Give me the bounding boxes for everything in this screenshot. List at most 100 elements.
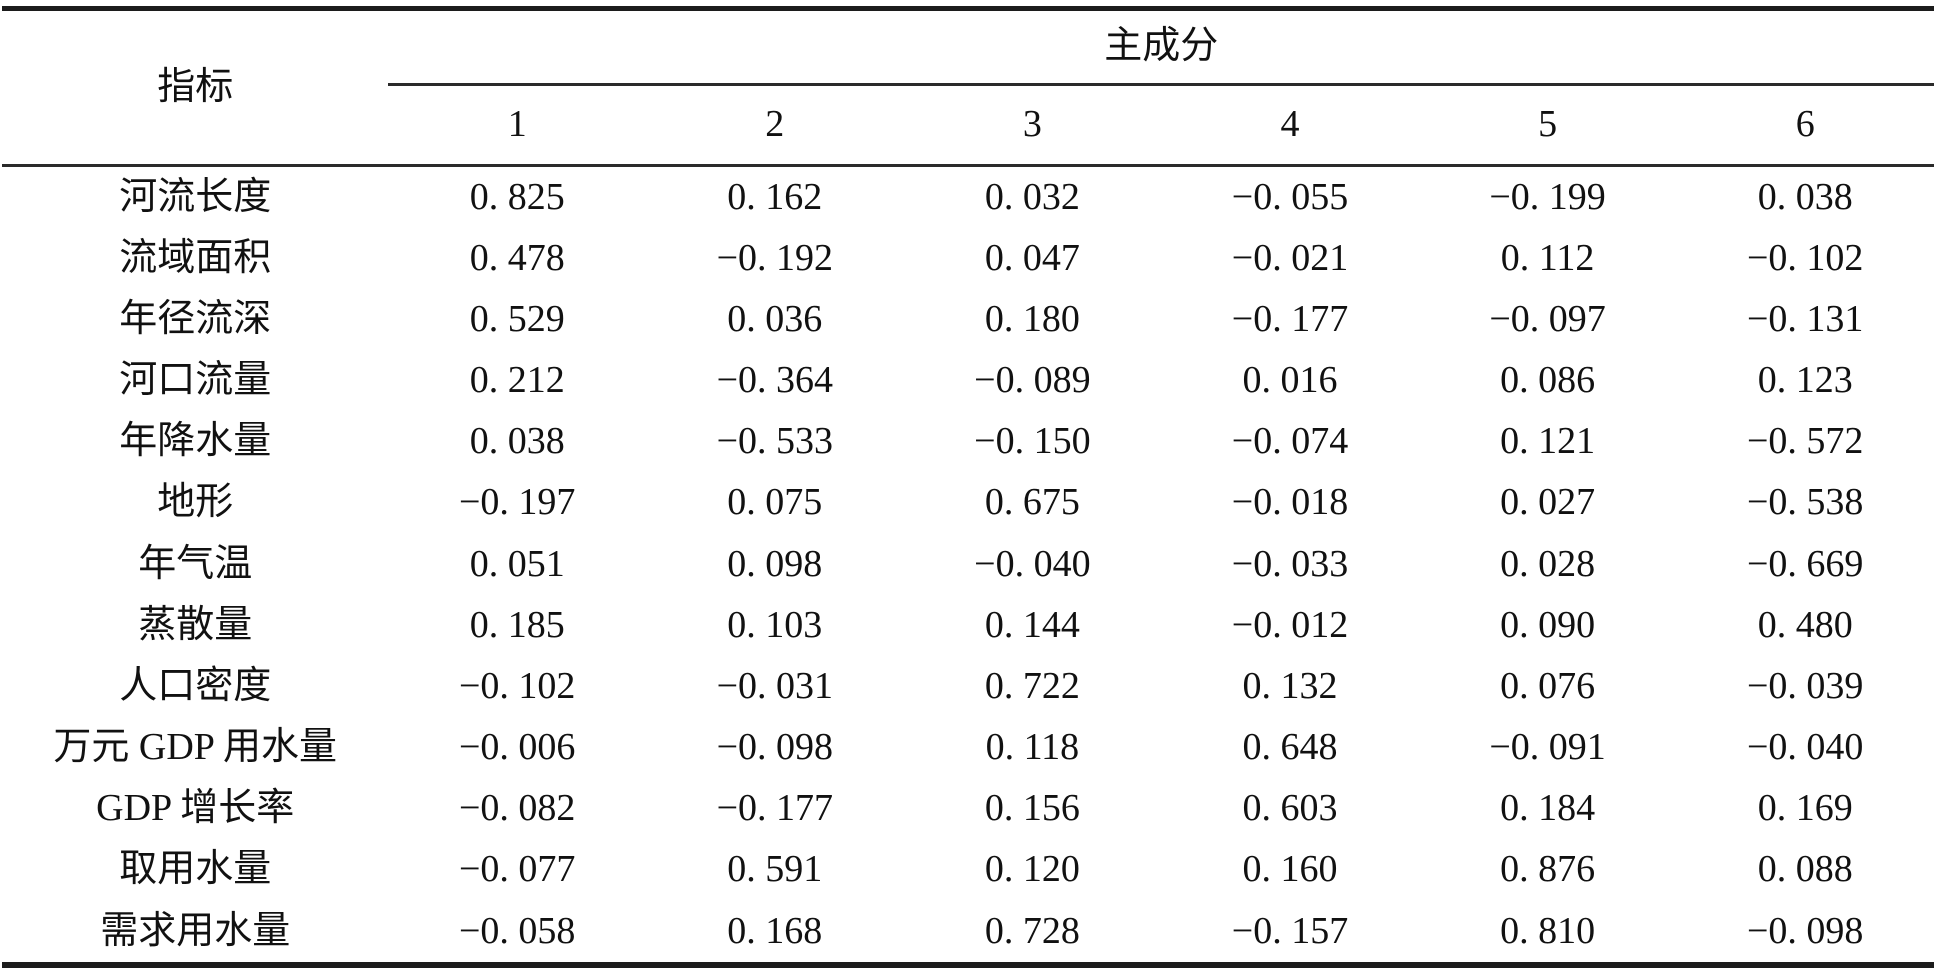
loading-value-cell: −0. 131 xyxy=(1746,298,1864,341)
loading-value-cell: −0. 177 xyxy=(1231,298,1349,341)
loading-value-cell: 0. 038 xyxy=(1757,175,1853,218)
table-row: GDP 增长率 −0. 082 −0. 177 0. 156 0. 603 0. 184 0… xyxy=(2,778,1934,839)
component-2-header: 2 xyxy=(646,84,904,167)
loading-value-cell: −0. 150 xyxy=(974,420,1091,463)
loading-value-cell: −0. 082 xyxy=(458,787,576,830)
loading-value-cell: −0. 039 xyxy=(1746,664,1864,707)
loading-value-cell: −0. 102 xyxy=(1746,236,1864,279)
table-row: 需求用水量 −0. 058 0. 168 0. 728 −0. 157 0. 810 −0.… xyxy=(2,901,1934,965)
loading-value-cell: 0. 156 xyxy=(984,787,1080,830)
loading-value-cell: −0. 040 xyxy=(1746,726,1864,768)
loading-value-cell: −0. 177 xyxy=(716,787,834,830)
loading-value-cell: −0. 058 xyxy=(458,909,576,952)
loading-value-cell: −0. 012 xyxy=(1231,603,1349,646)
loading-value-cell: −0. 098 xyxy=(1746,909,1864,952)
loading-value-cell: 0. 162 xyxy=(727,175,823,218)
loading-value-cell: 0. 038 xyxy=(469,420,565,463)
loading-value-cell: −0. 572 xyxy=(1746,420,1864,463)
loading-value-cell: 0. 016 xyxy=(1242,359,1338,402)
principal-component-group-header: 主成分 xyxy=(388,8,1934,86)
loading-value-cell: 0. 480 xyxy=(1757,603,1853,646)
indicator-row-label: 年气温 xyxy=(138,542,253,585)
loading-value-cell: 0. 603 xyxy=(1242,787,1338,830)
table-row: 河口流量 0. 212 −0. 364 −0. 089 0. 016 0. 086 0. 1… xyxy=(2,350,1934,411)
loading-value-cell: 0. 047 xyxy=(984,236,1080,279)
table-row: 流域面积 0. 478 −0. 192 0. 047 −0. 021 0. 112 −0. … xyxy=(2,228,1934,289)
loading-value-cell: 0. 160 xyxy=(1242,848,1338,891)
loading-value-cell: 0. 121 xyxy=(1500,420,1596,463)
table-row: 取用水量 −0. 077 0. 591 0. 120 0. 160 0. 876 0. 08… xyxy=(2,840,1934,901)
indicator-row-label: 地形 xyxy=(157,481,234,524)
loading-value-cell: −0. 074 xyxy=(1231,420,1349,463)
loading-value-cell: 0. 180 xyxy=(984,298,1080,341)
loading-value-cell: −0. 091 xyxy=(1489,726,1606,768)
component-5-header: 5 xyxy=(1418,84,1677,167)
loading-value-cell: −0. 157 xyxy=(1231,909,1349,952)
indicator-column-header: 指标 xyxy=(2,8,389,167)
loading-value-cell: −0. 192 xyxy=(716,236,834,279)
loading-value-cell: 0. 675 xyxy=(984,481,1080,524)
loading-value-cell: 0. 184 xyxy=(1500,787,1596,830)
loading-value-cell: 0. 825 xyxy=(469,175,565,218)
loading-value-cell: −0. 033 xyxy=(1231,542,1349,585)
loading-value-cell: 0. 075 xyxy=(727,481,823,524)
loading-value-cell: −0. 040 xyxy=(974,542,1091,585)
table-row: 年降水量 0. 038 −0. 533 −0. 150 −0. 074 0. 121 −0.… xyxy=(2,412,1934,473)
loading-value-cell: −0. 102 xyxy=(458,664,576,707)
group-header-row: 指标 主成分 xyxy=(2,8,1934,167)
loading-value-cell: 0. 112 xyxy=(1500,236,1595,279)
loading-value-cell: −0. 077 xyxy=(458,848,576,891)
loading-value-cell: 0. 144 xyxy=(984,603,1080,646)
loading-value-cell: 0. 036 xyxy=(727,298,823,341)
loading-value-cell: −0. 055 xyxy=(1231,175,1349,218)
indicator-row-label: 取用水量 xyxy=(119,848,272,891)
loading-value-cell: 0. 728 xyxy=(984,909,1080,952)
component-3-header: 3 xyxy=(903,84,1162,167)
loading-value-cell: −0. 018 xyxy=(1231,481,1349,524)
loading-value-cell: 0. 722 xyxy=(984,664,1080,707)
loading-value-cell: 0. 123 xyxy=(1757,359,1853,402)
table-row: 年气温 0. 051 0. 098 −0. 040 −0. 033 0. 028 −0. 6… xyxy=(2,534,1934,595)
loading-value-cell: 0. 051 xyxy=(469,542,565,585)
indicator-row-label: 年径流深 xyxy=(119,298,272,341)
loading-value-cell: 0. 169 xyxy=(1757,787,1853,830)
loading-value-cell: −0. 089 xyxy=(974,359,1091,402)
loading-value-cell: 0. 118 xyxy=(985,726,1080,768)
indicator-row-label: GDP 增长率 xyxy=(96,787,295,830)
component-6-header: 6 xyxy=(1676,84,1934,167)
component-1-header: 1 xyxy=(388,84,646,167)
table-row: 地形 −0. 197 0. 075 0. 675 −0. 018 0. 027 −0. 53… xyxy=(2,473,1934,534)
indicator-row-label: 需求用水量 xyxy=(100,909,291,952)
loading-value-cell: 0. 168 xyxy=(727,909,823,952)
indicator-row-label: 万元 GDP 用水量 xyxy=(53,726,337,768)
loading-value-cell: −0. 197 xyxy=(458,481,576,524)
loading-value-cell: −0. 031 xyxy=(716,664,834,707)
loading-value-cell: −0. 364 xyxy=(716,359,834,402)
table-row: 年径流深 0. 529 0. 036 0. 180 −0. 177 −0. 097 −0. … xyxy=(2,289,1934,350)
component-4-header: 4 xyxy=(1161,84,1419,167)
loading-value-cell: −0. 021 xyxy=(1231,236,1349,279)
table-row: 人口密度 −0. 102 −0. 031 0. 722 0. 132 0. 076 −0. … xyxy=(2,656,1934,717)
loading-value-cell: 0. 028 xyxy=(1500,542,1596,585)
loading-value-cell: 0. 212 xyxy=(469,359,565,402)
loading-value-cell: 0. 098 xyxy=(727,542,823,585)
indicator-row-label: 河口流量 xyxy=(119,359,272,402)
indicator-row-label: 年降水量 xyxy=(119,420,272,463)
indicator-row-label: 流域面积 xyxy=(119,236,272,279)
loading-value-cell: 0. 103 xyxy=(727,603,823,646)
indicator-row-label: 蒸散量 xyxy=(138,603,253,646)
principal-components-loadings-table: 指标 主成分 1 2 3 4 5 6 河流长度 0. 825 0. 162 0. 03… xyxy=(2,6,1934,968)
loading-value-cell: 0. 185 xyxy=(469,603,565,646)
loading-value-cell: 0. 478 xyxy=(469,236,565,279)
loading-value-cell: 0. 088 xyxy=(1757,848,1853,891)
table-header: 指标 主成分 1 2 3 4 5 6 xyxy=(2,8,1934,167)
loading-value-cell: 0. 810 xyxy=(1500,909,1596,952)
loading-value-cell: 0. 876 xyxy=(1500,848,1596,891)
loading-value-cell: −0. 669 xyxy=(1746,542,1864,585)
table-row: 河流长度 0. 825 0. 162 0. 032 −0. 055 −0. 199 0. 0… xyxy=(2,166,1934,229)
loading-value-cell: 0. 529 xyxy=(469,298,565,341)
loading-value-cell: 0. 591 xyxy=(727,848,823,891)
table-row: 蒸散量 0. 185 0. 103 0. 144 −0. 012 0. 090 0. 480 xyxy=(2,595,1934,656)
loading-value-cell: 0. 120 xyxy=(984,848,1080,891)
indicator-row-label: 河流长度 xyxy=(119,175,272,218)
